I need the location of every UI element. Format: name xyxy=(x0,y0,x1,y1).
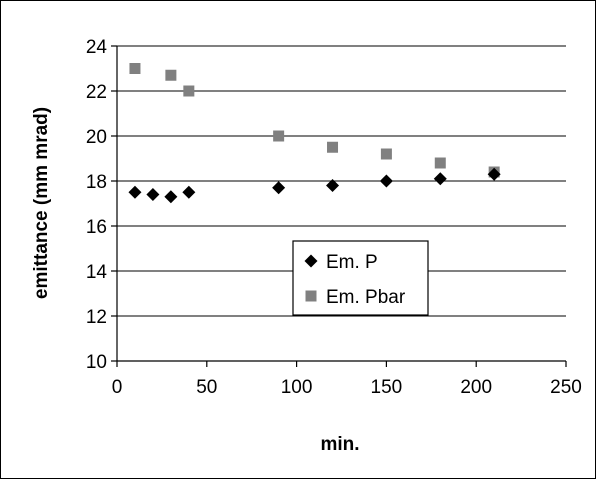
y-tick-label: 22 xyxy=(86,82,107,103)
em-pbar-point xyxy=(129,63,141,74)
y-axis-title: emittance (mm mrad) xyxy=(31,107,52,299)
legend: Em. P Em. Pbar xyxy=(292,240,429,316)
legend-box xyxy=(292,240,429,316)
x-tick-label: 100 xyxy=(281,377,313,398)
x-tick-label: 200 xyxy=(460,377,492,398)
em-pbar-point xyxy=(165,69,177,81)
y-tick-label: 20 xyxy=(86,127,107,148)
x-tick-label: 0 xyxy=(112,377,123,398)
x-tick-label: 250 xyxy=(550,377,582,398)
y-tick-label: 12 xyxy=(86,307,107,328)
em-pbar-point xyxy=(434,157,446,169)
axes xyxy=(111,45,567,367)
em-pbar-point xyxy=(380,148,392,160)
em-p-point xyxy=(182,185,196,199)
em-pbar-point xyxy=(183,85,195,97)
y-tick-label: 16 xyxy=(86,217,107,238)
em-p-point xyxy=(487,167,501,181)
em-p-point xyxy=(146,188,160,201)
em-pbar-point xyxy=(327,141,339,153)
em-p-point xyxy=(326,179,340,192)
y-tick-label: 24 xyxy=(86,37,108,58)
tick-labels: 10 12 14 16 18 20 22 24 0 50 100 150 200 250 xyxy=(86,37,582,398)
em-p-point xyxy=(164,190,178,204)
y-tick-label: 18 xyxy=(86,172,107,193)
legend-label: Em. P xyxy=(326,252,378,273)
legend-label: Em. Pbar xyxy=(326,287,406,308)
y-tick-label: 10 xyxy=(86,352,107,373)
em-p-point xyxy=(128,185,142,199)
data-points xyxy=(128,63,501,204)
x-axis-title: min. xyxy=(320,434,359,455)
y-tick-label: 14 xyxy=(86,262,108,283)
legend-square-icon xyxy=(305,290,317,302)
em-p-point xyxy=(272,181,286,195)
x-tick-label: 50 xyxy=(196,377,217,398)
em-pbar-point xyxy=(273,130,285,142)
legend-diamond-icon xyxy=(304,254,318,268)
em-p-point xyxy=(433,172,447,186)
x-tick-label: 150 xyxy=(371,377,403,398)
em-p-point xyxy=(379,174,393,188)
